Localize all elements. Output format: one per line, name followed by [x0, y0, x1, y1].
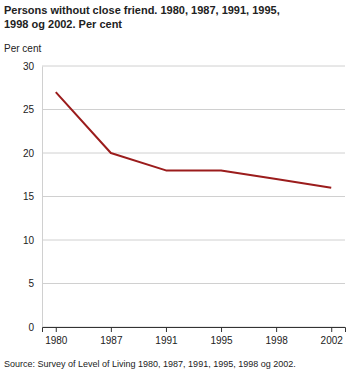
y-tick: 30 — [23, 61, 42, 72]
x-tick-label: 1995 — [210, 335, 233, 346]
y-tick-label: 10 — [23, 235, 35, 246]
y-tick-label: 5 — [28, 278, 34, 289]
y-axis-line — [42, 67, 43, 328]
x-tick-label: 2002 — [321, 335, 344, 346]
y-tick-label: 15 — [23, 191, 35, 202]
grid — [42, 66, 345, 327]
y-tick-label: 25 — [23, 104, 35, 115]
grid-line — [42, 109, 345, 110]
y-tick: 5 — [28, 278, 42, 289]
plot-area — [56, 92, 331, 188]
title: Persons without close friend. 1980, 1987… — [4, 4, 280, 30]
grid-line — [42, 196, 345, 197]
y-tick: 25 — [23, 104, 42, 115]
y-tick: 15 — [23, 191, 42, 202]
x-tick-mark — [221, 327, 222, 332]
x-tick: 1995 — [210, 327, 233, 346]
x-tick-label: 1998 — [266, 335, 289, 346]
x-tick-label: 1991 — [155, 335, 178, 346]
x-tick: 1991 — [155, 327, 178, 346]
grid-line — [42, 66, 345, 67]
y-axis-title: Per cent — [4, 43, 41, 54]
y-tick: 0 — [28, 322, 42, 333]
x-tick-mark — [331, 327, 332, 332]
line — [56, 92, 331, 188]
y-tick-label: 30 — [23, 61, 35, 72]
grid-line — [42, 153, 345, 154]
x-tick-label: 1980 — [45, 335, 68, 346]
x-axis-line — [43, 328, 346, 333]
x-tick: 1987 — [100, 327, 123, 346]
source: Source: Survey of Level of Living 1980, … — [4, 359, 296, 369]
grid-line — [42, 283, 345, 284]
x-tick: 1998 — [266, 327, 289, 346]
x-tick-mark — [56, 327, 57, 332]
y-tick: 10 — [23, 235, 42, 246]
y-axis: 0 5 10 15 20 25 30 — [23, 61, 43, 333]
y-tick-label: 20 — [23, 148, 35, 159]
y-tick-label: 0 — [28, 322, 34, 333]
y-tick: 20 — [23, 148, 42, 159]
chart: Persons without close friend. 1980, 1987… — [0, 0, 361, 373]
grid-line — [42, 240, 345, 241]
x-tick-mark — [276, 327, 277, 332]
x-axis: 1980 1987 1991 1995 1998 2002 — [43, 327, 346, 346]
x-tick-mark — [166, 327, 167, 332]
x-tick: 2002 — [321, 327, 344, 346]
x-tick-mark — [111, 327, 112, 332]
x-tick: 1980 — [45, 327, 68, 346]
x-tick-label: 1987 — [100, 335, 123, 346]
